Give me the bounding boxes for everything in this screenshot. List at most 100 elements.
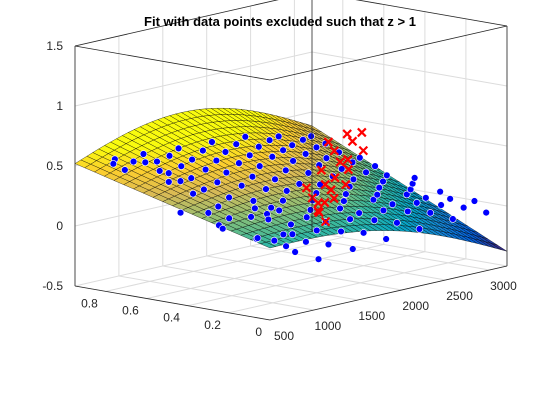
excluded-point [340,179,351,190]
data-point [345,182,354,191]
x-tick-label: 500 [274,329,294,343]
data-point [282,166,290,175]
data-point [426,209,434,217]
data-point [221,148,230,156]
data-point [109,160,118,168]
data-point [264,215,273,224]
data-point [247,213,255,221]
data-point [371,162,379,170]
data-point [256,162,264,170]
data-point [241,133,249,141]
y-tick-label: 0.4 [163,311,180,325]
data-point [279,146,287,154]
data-point [121,166,129,174]
data-point [251,204,259,212]
data-point [174,144,183,153]
data-point [246,151,254,160]
data-point [153,157,161,166]
y-tick-label: 0.2 [204,318,221,332]
data-point [187,174,195,182]
data-point [262,185,270,193]
data-point [295,180,304,188]
data-point [279,196,287,205]
data-point [369,195,378,204]
data-point [349,245,357,253]
excluded-point [342,129,352,139]
data-point [279,230,288,239]
data-point [225,214,233,222]
data-point [362,168,370,177]
data-point [375,183,383,192]
axis-box-edge [74,285,271,321]
excluded-point [330,172,340,183]
data-point [356,154,364,162]
data-point [237,182,246,190]
data-point [222,168,231,177]
data-point [225,193,233,202]
axis-box-edge [74,0,279,47]
data-point [306,206,315,214]
data-point [346,215,354,223]
data-point [213,178,222,187]
data-point [422,194,430,202]
data-point [301,150,310,158]
data-point [165,178,173,186]
excluded-point [358,145,369,156]
z-tick-label: 1 [56,99,63,113]
data-point [349,175,358,184]
data-point [177,162,185,170]
data-point [382,235,390,243]
data-point [373,190,381,199]
data-point [255,143,263,151]
z-tick-label: 1.5 [46,39,63,53]
x-tick-label: 2500 [446,289,473,303]
excluded-point [329,193,339,204]
data-point [253,234,262,242]
data-point [446,195,454,203]
data-point [199,146,207,155]
excluded-point [329,146,340,156]
data-point [165,169,173,177]
data-point [268,153,276,161]
data-point [235,159,243,167]
data-point [404,207,412,216]
data-point [289,157,297,165]
axes-box [74,0,508,321]
data-point [342,190,350,198]
data-point [288,230,297,238]
data-point [314,255,323,263]
tick-labels: 500 1000 1500 2000 2500 3000 0 0.2 0.4 0.6 0.8 -0.5… [42,39,517,343]
y-tick-label: 0.6 [122,304,139,318]
data-point [270,236,279,245]
x-tick-label: 2000 [402,299,429,313]
excluded-point [335,157,345,167]
data-point [274,132,283,141]
chart-title: Fit with data points excluded such that … [144,14,416,29]
data-point [436,187,444,196]
data-point [459,203,468,212]
y-tick-label: 0 [255,325,262,339]
data-point [176,177,185,185]
y-tick-label: 0.8 [81,296,98,310]
excluded-point [323,137,334,147]
data-point [393,219,401,227]
data-point [282,242,290,250]
data-point [482,208,490,217]
surface-face [491,243,508,252]
data-point [383,171,391,180]
data-point [379,206,388,215]
excluded-point [316,165,327,175]
data-point [340,197,348,205]
data-point [287,220,295,229]
z-tick-label: 0.5 [46,159,63,173]
data-point [316,180,324,189]
data-point [291,248,299,256]
data-point [324,240,333,249]
excluded-point [357,127,367,138]
data-point [189,190,197,198]
data-point [304,169,313,177]
data-point [307,132,315,140]
data-point [155,167,164,175]
